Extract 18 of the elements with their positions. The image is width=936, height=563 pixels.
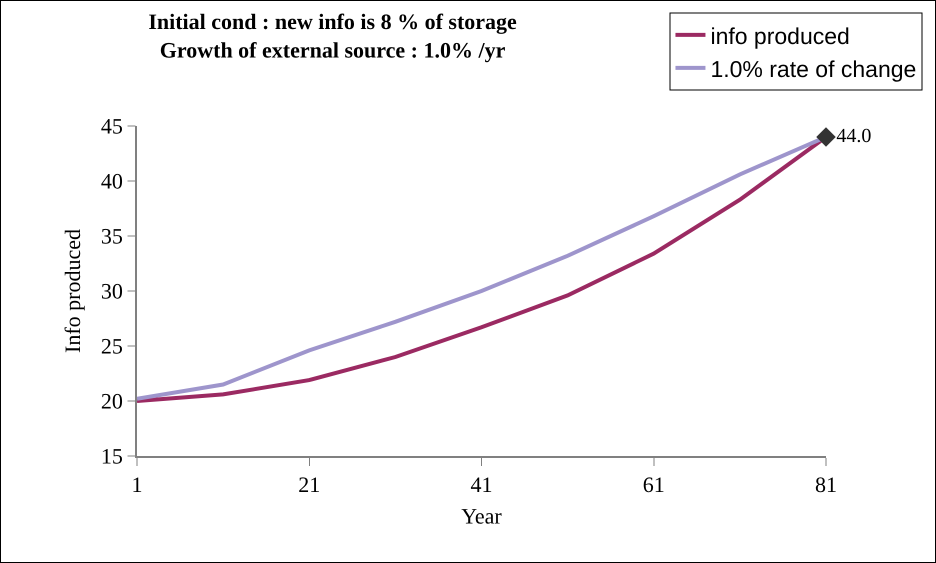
x-tick-label: 1 bbox=[132, 472, 142, 498]
y-tick-label: 20 bbox=[100, 388, 123, 414]
x-tick-label: 21 bbox=[298, 472, 320, 498]
y-tick-label: 40 bbox=[100, 168, 123, 194]
chart-title: Initial cond : new info is 8 % of storage Growth of external source : 1.0% /yr bbox=[148, 9, 518, 63]
y-tick-label: 15 bbox=[100, 444, 123, 469]
x-tick-label: 81 bbox=[815, 472, 837, 498]
x-tick-label: 61 bbox=[642, 472, 665, 498]
y-tick-label: 25 bbox=[100, 334, 123, 359]
legend-label: 1.0% rate of change bbox=[710, 56, 916, 82]
x-axis-title: Year bbox=[461, 504, 502, 529]
x-tick-label: 41 bbox=[470, 472, 492, 498]
legend-label: info produced bbox=[710, 22, 850, 49]
y-tick-label: 45 bbox=[100, 114, 123, 139]
y-axis-title: Info produced bbox=[60, 228, 86, 354]
data-label: 44.0 bbox=[836, 125, 872, 147]
y-tick-label: 35 bbox=[100, 224, 123, 249]
y-tick-label: 30 bbox=[100, 278, 123, 304]
